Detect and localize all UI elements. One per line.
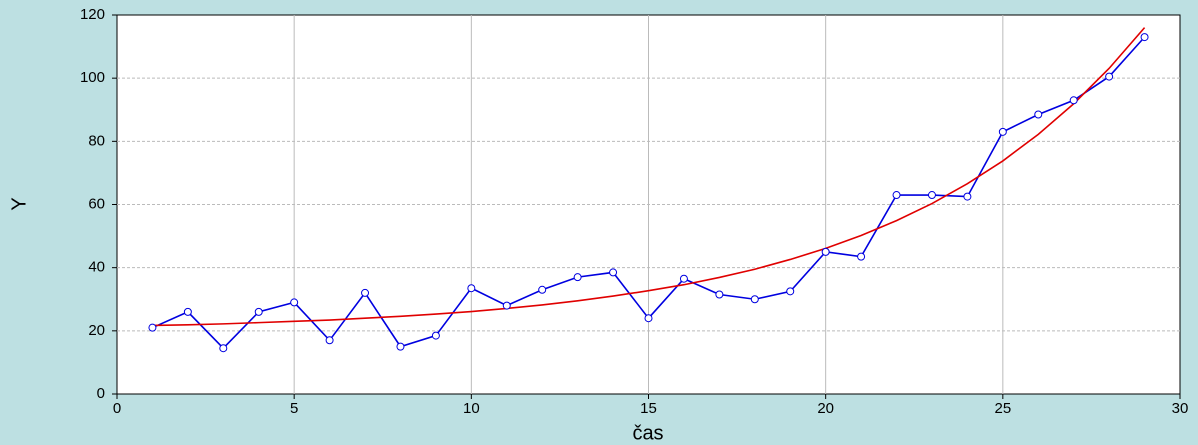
data-point xyxy=(219,344,228,353)
data-point xyxy=(148,323,157,332)
y-tick-label: 0 xyxy=(97,385,105,402)
data-point xyxy=(502,301,511,310)
data-point xyxy=(821,247,830,256)
data-point xyxy=(998,127,1007,136)
data-point xyxy=(927,191,936,200)
data-point xyxy=(644,314,653,323)
data-point xyxy=(573,273,582,282)
data-point xyxy=(892,191,901,200)
data-point xyxy=(1069,96,1078,105)
data-point xyxy=(857,252,866,261)
data-point xyxy=(290,298,299,307)
data-point xyxy=(1034,110,1043,119)
x-tick-label: 20 xyxy=(817,400,834,417)
x-tick-label: 10 xyxy=(463,400,480,417)
y-tick-label: 100 xyxy=(80,69,105,86)
data-point xyxy=(609,268,618,277)
x-tick-label: 15 xyxy=(640,400,657,417)
data-point xyxy=(715,290,724,299)
data-point xyxy=(183,307,192,316)
data-point xyxy=(538,285,547,294)
series-line xyxy=(152,27,1146,327)
x-tick-label: 25 xyxy=(994,400,1011,417)
y-axis-title: Y xyxy=(8,197,30,210)
x-tick-label: 0 xyxy=(113,400,121,417)
y-tick-label: 60 xyxy=(88,195,105,212)
data-point xyxy=(325,336,334,345)
data-point xyxy=(963,192,972,201)
data-point xyxy=(750,295,759,304)
data-point xyxy=(254,307,263,316)
data-point xyxy=(786,287,795,296)
x-axis-title: čas xyxy=(632,422,663,444)
data-point xyxy=(361,288,370,297)
x-tick-label: 30 xyxy=(1172,400,1189,417)
data-point xyxy=(396,342,405,351)
x-tick-label: 5 xyxy=(290,400,298,417)
data-point xyxy=(1105,72,1114,81)
data-point xyxy=(679,274,688,283)
data-point xyxy=(431,331,440,340)
data-point xyxy=(1140,33,1149,42)
y-tick-label: 120 xyxy=(80,6,105,23)
y-tick-label: 40 xyxy=(88,259,105,276)
y-tick-label: 20 xyxy=(88,322,105,339)
y-tick-label: 80 xyxy=(88,132,105,149)
data-point xyxy=(467,284,476,293)
